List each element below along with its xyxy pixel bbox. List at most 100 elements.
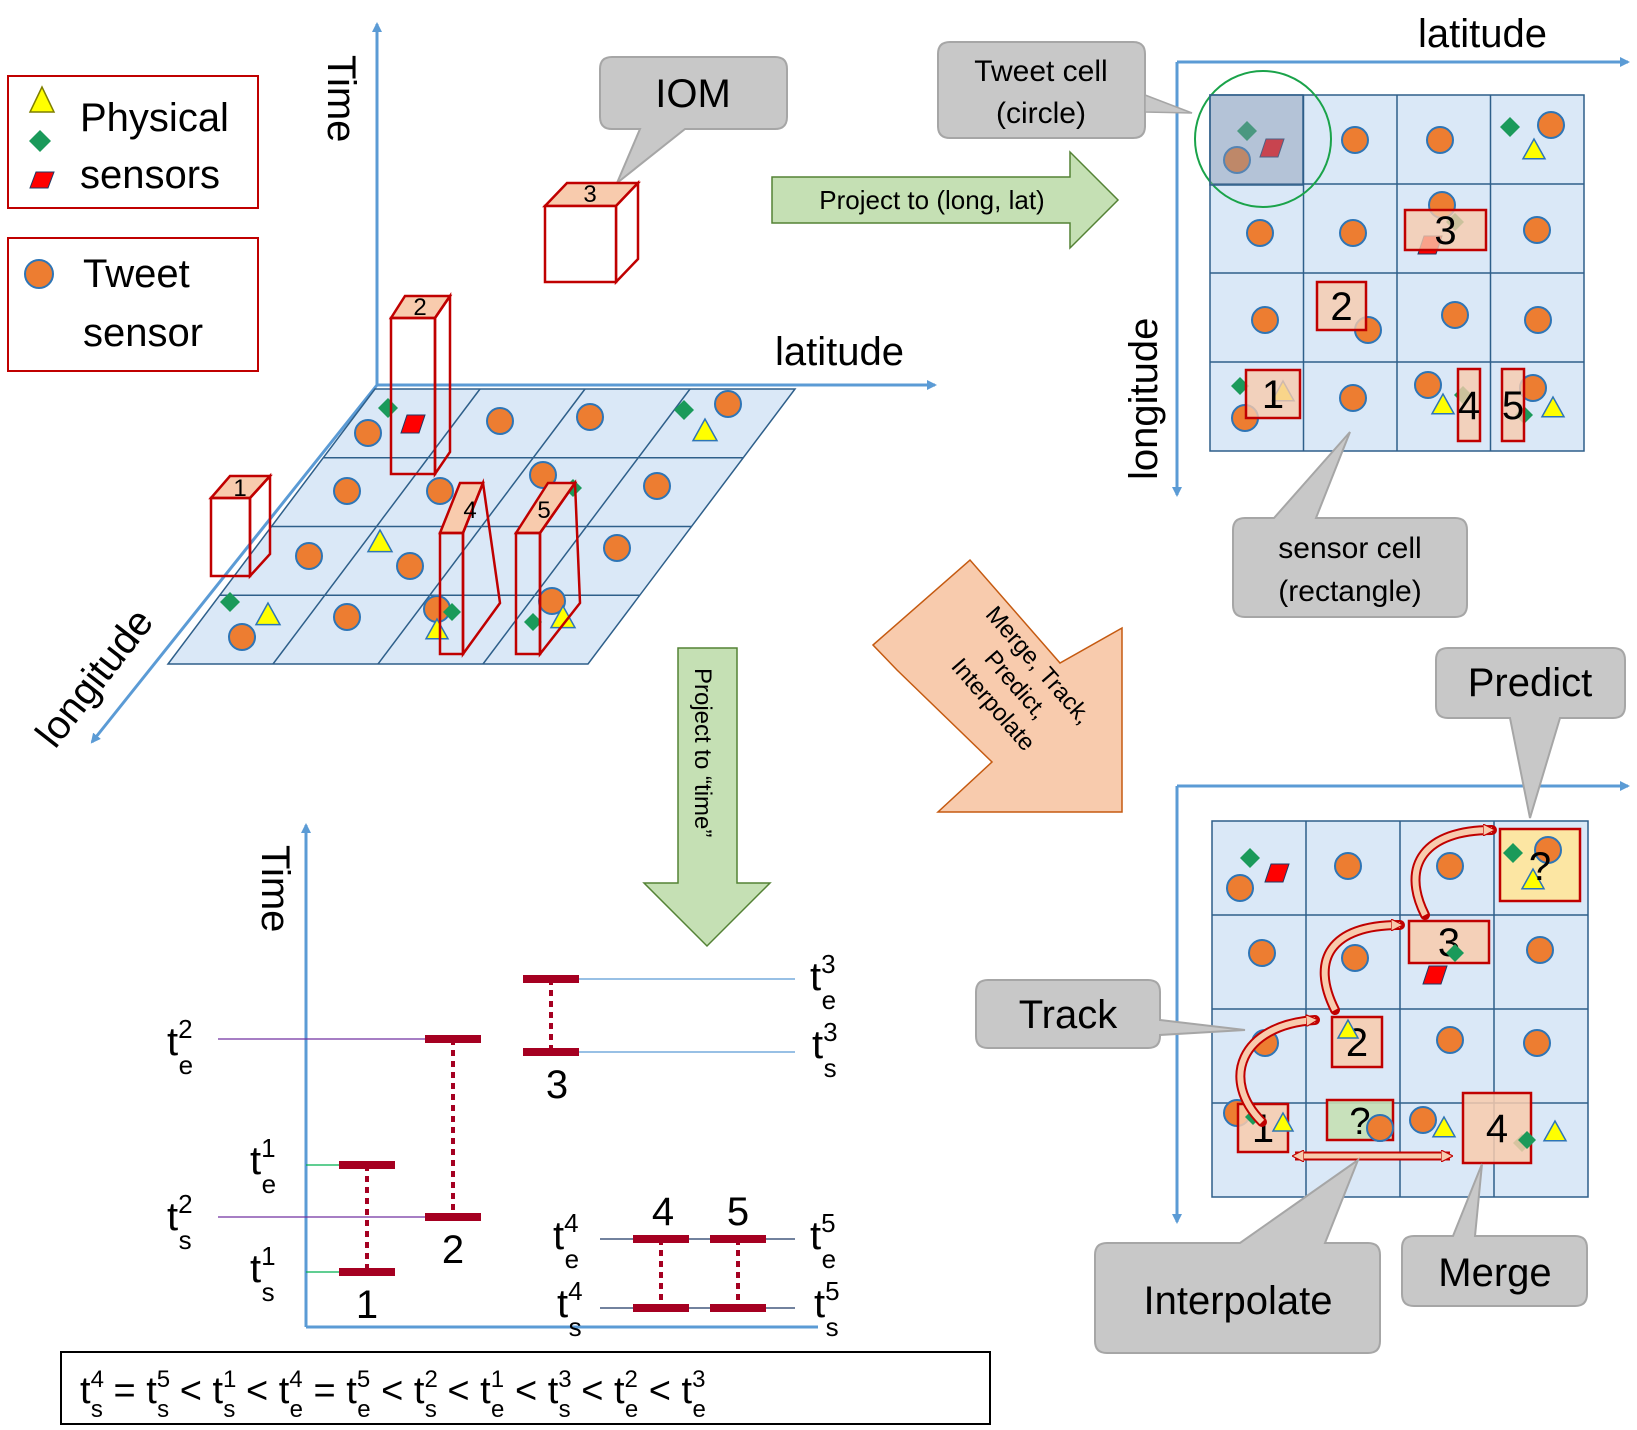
- tweet-sensor-icon: [1341, 944, 1369, 972]
- box3d-1-label: 1: [233, 475, 246, 502]
- tweet-sensor-icon: [1537, 111, 1565, 139]
- box3d-5: 5: [513, 479, 582, 658]
- box3d-4: 4: [438, 478, 502, 658]
- sensor-cell-line2: (rectangle): [1278, 575, 1421, 608]
- timeline-label-t1s: t1 s: [250, 1241, 276, 1307]
- tweet-sensor-icon: [1251, 306, 1279, 334]
- interval-1-start: [339, 1268, 395, 1276]
- legend-physical-label: Physical: [80, 96, 229, 140]
- tweet-sensor-icon: [1339, 219, 1367, 247]
- timeline-label-t1e: t1 e: [250, 1133, 276, 1199]
- tweet-sensor-icon: [1436, 852, 1464, 880]
- equation-box: t4 s = t5 s < t1 s < t4 e = t5 e < t2 s < t1 e …: [60, 1351, 991, 1425]
- timeline-label-t5e: t5 e: [810, 1208, 836, 1274]
- interval-3-start: [523, 1048, 579, 1056]
- project-time-label: Project to “time”: [689, 668, 716, 837]
- diamond-sensor-icon: [220, 592, 240, 612]
- tweet-sensor-icon: [1414, 371, 1442, 399]
- triangle-sensor-icon: [254, 601, 282, 626]
- tweet-cell-highlight: [1209, 94, 1304, 186]
- interval-4-start: [633, 1304, 689, 1312]
- tweet-sensor-icon: [1341, 126, 1369, 154]
- interval-4-label: 4: [652, 1190, 674, 1234]
- interval-5-label: 5: [727, 1190, 749, 1234]
- predict-box-question: ?: [1529, 845, 1551, 889]
- interval-2-start: [425, 1213, 481, 1221]
- diamond-sensor-icon: [1518, 1131, 1536, 1149]
- parallelogram-sensor-icon: [29, 171, 55, 189]
- ops-box-2: [1330, 1015, 1384, 1069]
- tweet-sensor-icon: [1409, 1106, 1437, 1134]
- track-arrow-2: [1321, 925, 1400, 1012]
- diamond-sensor-icon: [1240, 848, 1260, 868]
- box-top-1: [1244, 368, 1302, 420]
- tweet-sensor-icon: [426, 477, 454, 505]
- box-top-1-label: 1: [1262, 373, 1284, 417]
- box-top-4-label: 4: [1458, 384, 1480, 428]
- tweet-sensor-icon: [1441, 301, 1469, 329]
- tweet-cell-callout: Tweet cell (circle): [937, 41, 1193, 139]
- iom-callout: IOM: [599, 56, 788, 184]
- triangle-sensor-icon: [28, 85, 56, 113]
- legend-physical: Physical sensors: [7, 75, 259, 209]
- merge-callout: Merge: [1401, 1163, 1588, 1307]
- track-arrow-1: [1237, 1020, 1315, 1125]
- interval-3-end: [523, 975, 579, 983]
- legend-tweet: Tweet sensor: [7, 237, 259, 372]
- sensor-cell-callout: sensor cell (rectangle): [1232, 431, 1468, 618]
- predict-arrow: [1412, 830, 1492, 917]
- tweet-sensor-icon: [576, 403, 604, 431]
- track-callout: Track: [975, 979, 1246, 1049]
- interpolate-box-question: ?: [1349, 1101, 1370, 1143]
- interval-5-end: [710, 1235, 766, 1243]
- ops-box-4-label: 4: [1486, 1107, 1508, 1151]
- tweet-sensor-icon: [1426, 126, 1454, 154]
- triangle-sensor-icon: [424, 617, 450, 640]
- tweet-sensor-icon: [1366, 1114, 1394, 1142]
- parallelogram-sensor-icon: [1422, 965, 1448, 985]
- timeline-label-t2s: t2 s: [167, 1189, 193, 1255]
- interval-3-label: 3: [546, 1063, 568, 1107]
- ops-box-4: [1461, 1091, 1533, 1165]
- triangle-sensor-icon: [366, 528, 394, 553]
- tweet-cell-line1: Tweet cell: [974, 55, 1107, 88]
- legend-tweet-label: Tweet: [83, 252, 190, 296]
- timeline-label-t3e: t3 e: [810, 949, 836, 1015]
- tweet-sensor-icon: [1248, 939, 1276, 967]
- diamond-sensor-icon: [1500, 117, 1520, 137]
- latitude-axis-top-label: latitude: [1418, 12, 1547, 56]
- tweet-sensor-icon: [354, 419, 382, 447]
- interval-4-end: [633, 1235, 689, 1243]
- ops-box-3: [1407, 919, 1491, 965]
- triangle-sensor-icon: [1336, 1018, 1360, 1039]
- diamond-sensor-icon: [1503, 843, 1523, 863]
- legend-sensors-label: sensors: [80, 153, 220, 197]
- timeline-label-t5s: t5 s: [814, 1276, 840, 1342]
- t-labels: t2 e t2 s t1 e t1 s t3 et3 s t4 et4 s t5 et5 s: [167, 949, 840, 1342]
- box3d-3: 3: [542, 179, 641, 286]
- timeline-label-t4s: t4 s: [557, 1276, 583, 1342]
- tweet-sensor-icon: [24, 259, 54, 289]
- diamond-sensor-icon: [1446, 944, 1464, 962]
- intervals: 1 2 3 4 5: [339, 975, 766, 1327]
- tweet-sensor-icon: [1226, 874, 1254, 902]
- box3d-2: 2: [388, 291, 453, 479]
- box3d-5-label: 5: [537, 497, 550, 524]
- tweet-sensor-icon: [643, 472, 671, 500]
- tweet-sensor-icon: [1246, 219, 1274, 247]
- sensor-cell-line1: sensor cell: [1278, 532, 1421, 565]
- tweet-cell-line2: (circle): [996, 97, 1086, 130]
- interpolate-callout: Interpolate: [1094, 1157, 1381, 1354]
- longitude-axis-top-label: longitude: [1122, 318, 1166, 480]
- merge-label: Merge: [1438, 1251, 1551, 1295]
- project-time-arrow: Project to “time”: [642, 647, 772, 948]
- tweet-sensor-icon: [529, 461, 557, 489]
- box-top-2-label: 2: [1330, 285, 1352, 329]
- box3d-2-label: 2: [413, 294, 426, 321]
- timeline: Time 1 2 3 4 5 t2 e t2 s t1 e t1 s t3 et3 s t4 et4 s t5 et5…: [167, 823, 840, 1342]
- box3d-1: 1: [208, 472, 273, 580]
- interval-1-end: [339, 1161, 395, 1169]
- diamond-sensor-icon: [378, 398, 398, 418]
